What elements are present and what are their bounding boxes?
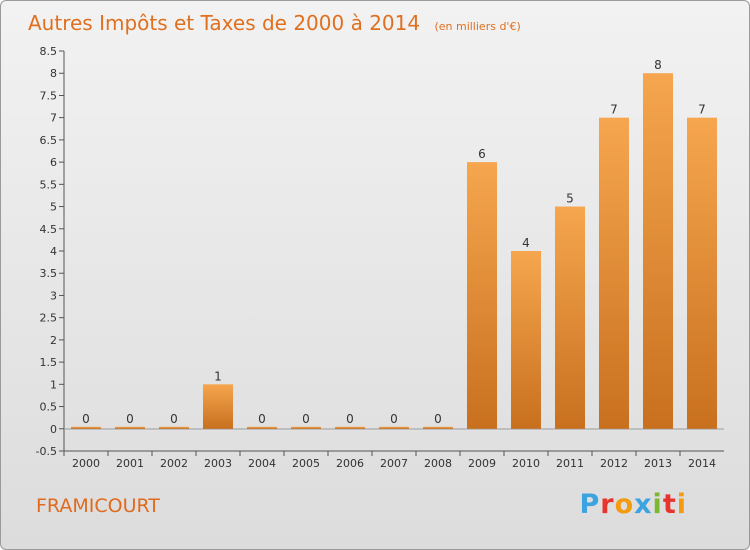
x-tick-label: 2008: [424, 457, 452, 470]
x-tick-label: 2014: [688, 457, 716, 470]
bar-2007: [379, 426, 409, 429]
bar-2012: [599, 117, 629, 429]
y-tick-label: 8.5: [40, 45, 58, 58]
y-tick-label: 6.5: [40, 134, 58, 147]
chart-title: Autres Impôts et Taxes de 2000 à 2014: [28, 11, 420, 35]
bar-2000: [71, 426, 101, 429]
y-tick-label: 4: [50, 245, 57, 258]
chart-subtitle: (en milliers d'€): [434, 20, 520, 33]
y-tick-label: -0.5: [36, 445, 57, 458]
bar-2003: [203, 384, 233, 429]
y-tick-label: 8: [50, 67, 57, 80]
x-tick-label: 2005: [292, 457, 320, 470]
data-label-2009: 6: [478, 147, 486, 161]
commune-name: FRAMICOURT: [36, 495, 160, 517]
data-label-2010: 4: [522, 236, 530, 250]
data-label-2011: 5: [566, 192, 574, 206]
y-tick-label: 3: [50, 289, 57, 302]
bar-2001: [115, 426, 145, 429]
bar-2013: [643, 73, 673, 429]
data-label-2007: 0: [390, 412, 398, 426]
bar-2010: [511, 251, 541, 429]
x-tick-label: 2001: [116, 457, 144, 470]
y-tick-label: 7: [50, 112, 57, 125]
y-tick-label: 0.5: [40, 401, 58, 414]
y-tick-label: 1.5: [40, 356, 58, 369]
x-tick-label: 2010: [512, 457, 540, 470]
y-tick-label: 5: [50, 201, 57, 214]
bar-2014: [687, 117, 717, 429]
y-tick-label: 2.5: [40, 312, 58, 325]
data-label-2013: 8: [654, 58, 662, 72]
x-tick-label: 2003: [204, 457, 232, 470]
x-tick-label: 2011: [556, 457, 584, 470]
x-tick-label: 2006: [336, 457, 364, 470]
y-tick-label: 2: [50, 334, 57, 347]
data-label-2014: 7: [698, 103, 706, 117]
data-label-2006: 0: [346, 412, 354, 426]
y-tick-label: 1: [50, 378, 57, 391]
x-tick-label: 2009: [468, 457, 496, 470]
bar-2008: [423, 426, 453, 429]
bar-2002: [159, 426, 189, 429]
bar-2009: [467, 162, 497, 429]
x-tick-label: 2012: [600, 457, 628, 470]
data-label-2003: 1: [214, 369, 222, 383]
x-tick-label: 2000: [72, 457, 100, 470]
proxiti-logo: Proxiti: [579, 489, 687, 520]
x-tick-label: 2013: [644, 457, 672, 470]
y-tick-label: 4.5: [40, 223, 58, 236]
bar-2005: [291, 426, 321, 429]
x-tick-label: 2007: [380, 457, 408, 470]
y-tick-label: 3.5: [40, 267, 58, 280]
y-tick-label: 5.5: [40, 178, 58, 191]
data-label-2002: 0: [170, 412, 178, 426]
x-tick-label: 2002: [160, 457, 188, 470]
y-tick-label: 7.5: [40, 89, 58, 102]
data-label-2012: 7: [610, 103, 618, 117]
x-tick-label: 2004: [248, 457, 276, 470]
svg-text:Autres Impôts et Taxes de 2000: Autres Impôts et Taxes de 2000 à 2014 (e…: [28, 11, 521, 35]
data-label-2000: 0: [82, 412, 90, 426]
data-label-2001: 0: [126, 412, 134, 426]
y-tick-label: 0: [50, 423, 57, 436]
y-tick-label: 6: [50, 156, 57, 169]
bar-2006: [335, 426, 365, 429]
bar-2004: [247, 426, 277, 429]
bar-2011: [555, 206, 585, 429]
data-label-2008: 0: [434, 412, 442, 426]
data-label-2004: 0: [258, 412, 266, 426]
data-label-2005: 0: [302, 412, 310, 426]
